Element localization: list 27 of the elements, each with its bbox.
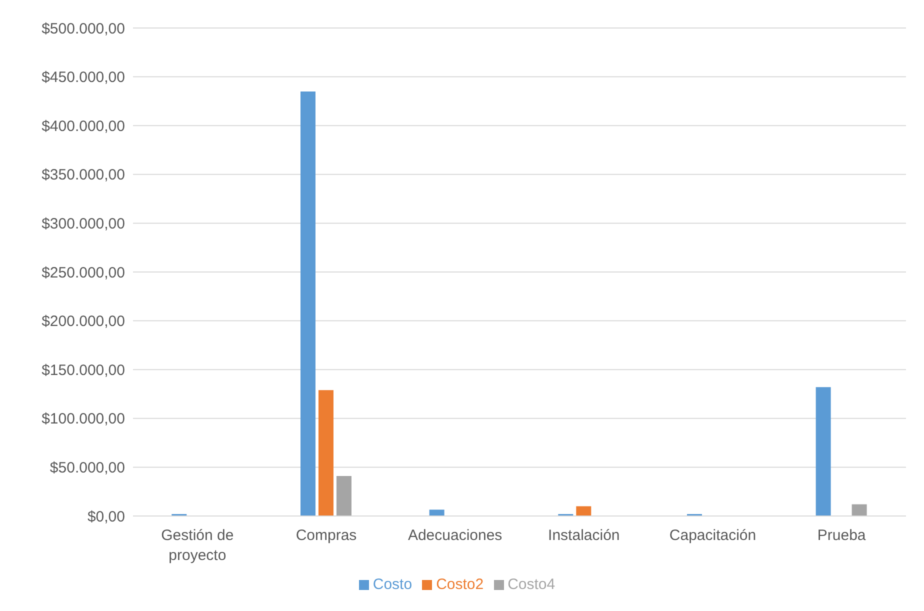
x-tick-label: Instalación [548,527,620,544]
y-tick-label: $200.000,00 [42,313,125,330]
bar [816,387,831,516]
y-tick-label: $350.000,00 [42,166,125,184]
bar [300,91,316,516]
x-tick-label: Compras [296,527,357,544]
y-tick-label: $150.000,00 [42,362,125,379]
y-tick-label: $100.000,00 [42,410,125,428]
bar [429,510,444,516]
legend-label: Costo2 [436,576,484,593]
bar [852,504,867,516]
bar [318,390,334,516]
y-tick-label: $0,00 [87,508,125,526]
y-tick-label: $500.000,00 [42,20,125,38]
bar [576,506,592,516]
x-tick-label: Prueba [817,527,866,544]
legend-label: Costo4 [508,576,556,593]
y-tick-label: $450.000,00 [42,69,125,86]
x-tick-label: Adecuaciones [408,527,502,544]
x-tick-label: Gestión de proyecto [161,527,234,564]
x-tick-label: Capacitación [669,527,756,544]
y-tick-label: $300.000,00 [42,216,125,233]
bar [336,476,352,516]
y-tick-label: $250.000,00 [42,264,125,282]
y-tick-label: $400.000,00 [42,118,125,135]
y-tick-label: $50.000,00 [50,460,125,477]
legend-label: Costo [372,576,412,593]
